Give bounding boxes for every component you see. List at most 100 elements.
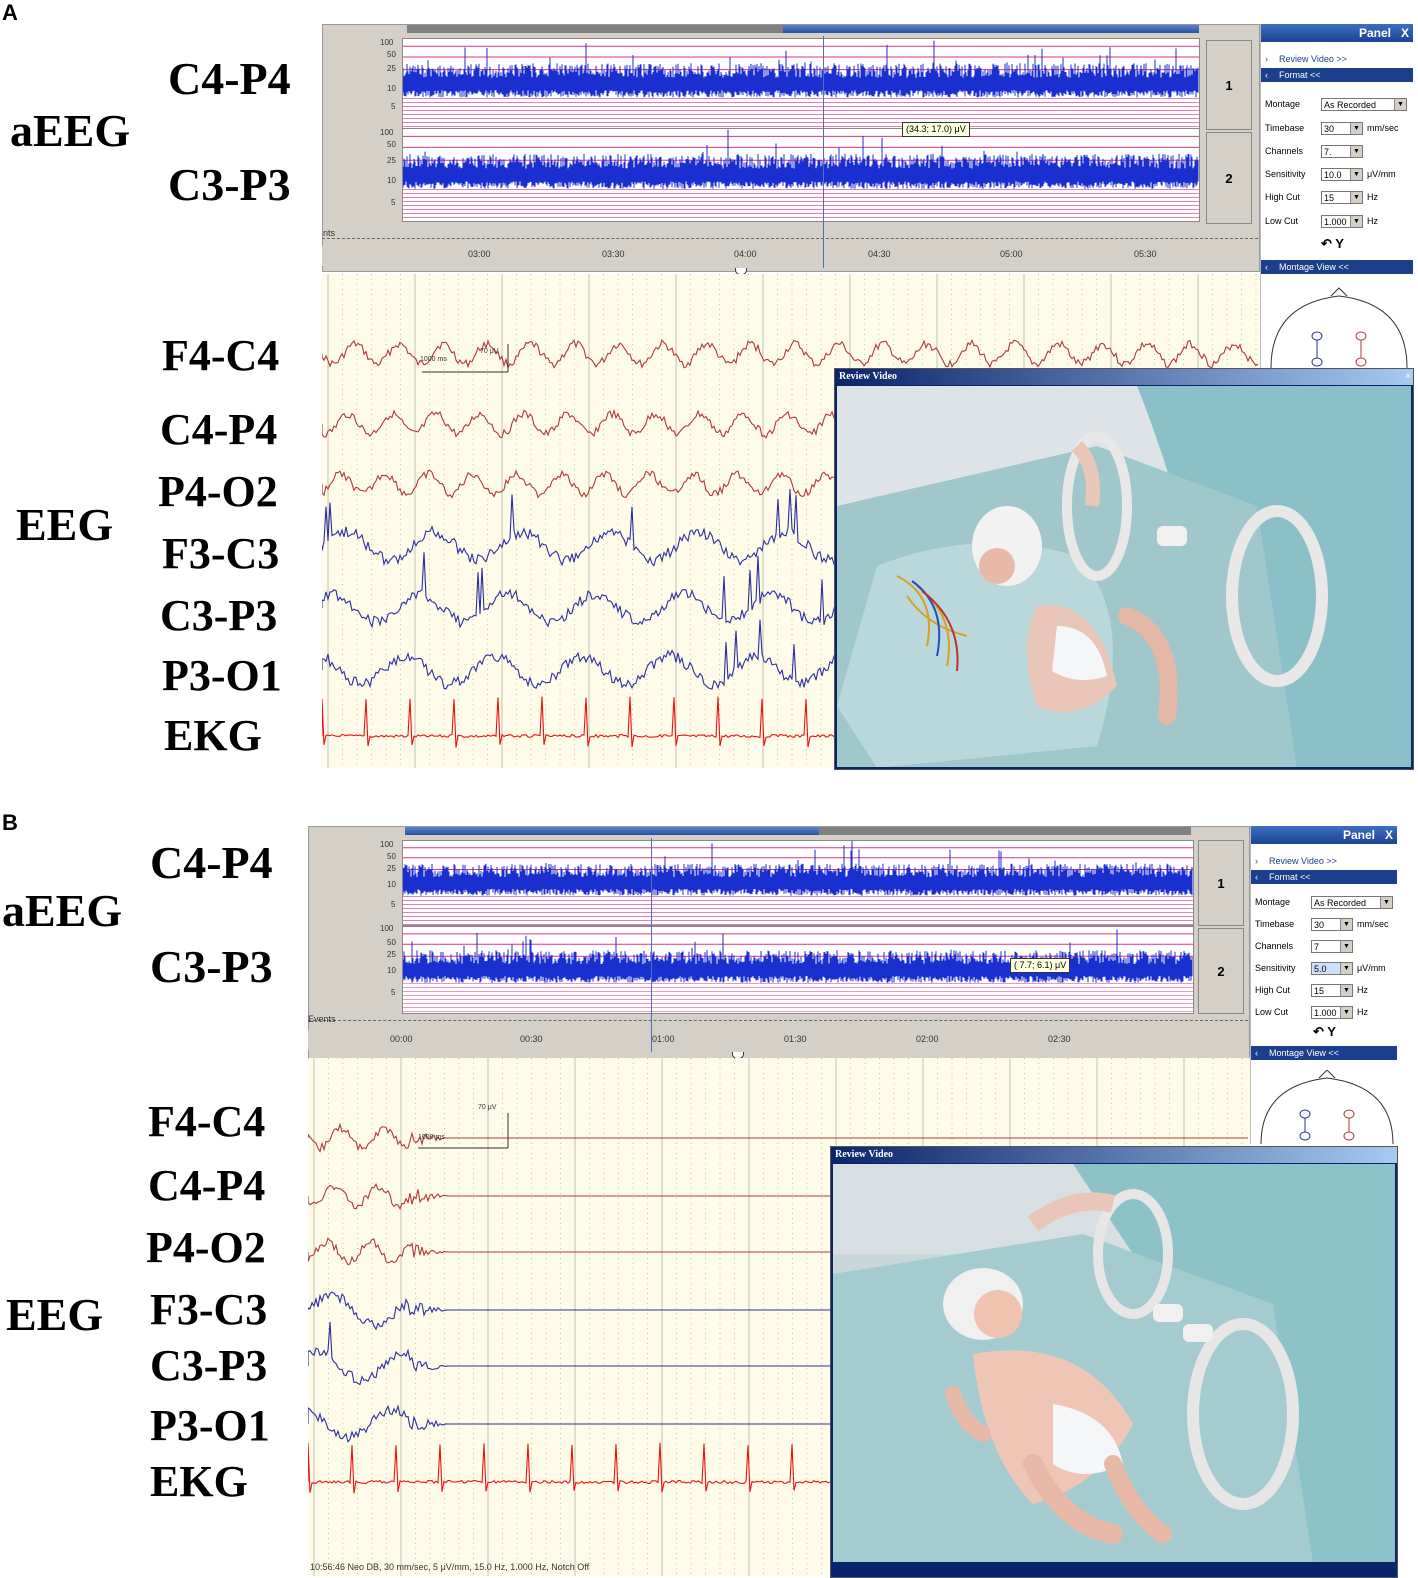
format-section[interactable]: ‹ Format <<	[1261, 68, 1413, 82]
sensitivity-select[interactable]: 5.0 ▼	[1311, 962, 1353, 976]
scale-tick: 10	[387, 84, 396, 93]
time-axis	[322, 246, 1258, 266]
timebase-select[interactable]: 30 ▼	[1321, 122, 1363, 136]
format-row-montage: Montage As Recorded ▼	[1265, 96, 1407, 112]
channels-select[interactable]: 7 ▼	[1311, 940, 1353, 954]
video-frame	[833, 1164, 1395, 1563]
format-row-low-cut: Low Cut 1.000 ▼ Hz	[1255, 1006, 1368, 1020]
montage-view-section[interactable]: ‹ Montage View <<	[1251, 1046, 1397, 1060]
trend-scrollbar-track[interactable]	[819, 827, 1191, 835]
format-row-montage: Montage As Recorded ▼	[1255, 894, 1393, 910]
time-axis	[308, 1030, 1248, 1050]
format-row-channels: Channels 7. ▼	[1265, 143, 1363, 159]
trend-scrollbar-thumb[interactable]	[783, 25, 1199, 33]
scale-tick: 25	[387, 950, 396, 959]
format-row-channels: Channels 7 ▼	[1255, 938, 1353, 954]
aeeg-trend-strip-1	[402, 840, 1194, 926]
undo-icon[interactable]: ↶ Y	[1313, 1024, 1336, 1039]
eeg-channel-label: EKG	[164, 711, 262, 760]
scale-tick: 10	[387, 966, 396, 975]
review-video-section[interactable]: › Review Video >>	[1265, 54, 1347, 64]
chevron-right-icon: ›	[1255, 856, 1258, 866]
scale-time-label: 1000 ms	[418, 1134, 445, 1141]
trend-cursor-line[interactable]	[823, 36, 824, 268]
time-tick: 02:30	[1048, 1034, 1071, 1044]
trend-channel-1-button[interactable]: 1	[1198, 840, 1244, 926]
scale-tick: 50	[387, 852, 396, 861]
scale-tick: 25	[387, 864, 396, 873]
chevron-left-icon: ‹	[1255, 1048, 1258, 1058]
video-title-bar: Review Video	[835, 369, 1413, 385]
trend-scrollbar-thumb[interactable]	[405, 827, 819, 835]
close-icon[interactable]: ×	[1405, 371, 1411, 382]
time-tick: 00:00	[390, 1034, 413, 1044]
format-section[interactable]: ‹ Format <<	[1251, 870, 1397, 884]
events-label: Events	[308, 1014, 336, 1024]
eeg-channel-label: F4-C4	[162, 331, 280, 380]
montage-select[interactable]: As Recorded ▼	[1311, 896, 1393, 910]
format-row-sensitivity: Sensitivity 10.0 ▼ μV/mm	[1265, 168, 1396, 182]
scale-tick: 5	[391, 988, 396, 997]
eeg-channel-label: F3-C3	[162, 529, 280, 578]
time-tick: 05:00	[1000, 249, 1023, 259]
time-tick: 01:00	[652, 1034, 675, 1044]
trend-cursor-line[interactable]	[651, 838, 652, 1052]
high-cut-select[interactable]: 15 ▼	[1321, 191, 1363, 205]
time-tick: 03:00	[468, 249, 491, 259]
scale-tick: 50	[387, 140, 396, 149]
montage-select[interactable]: As Recorded ▼	[1321, 98, 1407, 112]
chevron-left-icon: ‹	[1265, 70, 1268, 80]
trend-channel-label: C4-P4	[168, 53, 291, 104]
dropdown-arrow-icon: ▼	[1380, 897, 1392, 909]
eeg-channel-label: C4-P4	[160, 405, 278, 454]
chevron-left-icon: ‹	[1265, 262, 1268, 272]
scale-tick: 5	[391, 900, 396, 909]
aeeg-trace-c4p4	[403, 841, 1193, 925]
events-label: nts	[323, 228, 336, 238]
review-video-window[interactable]: Review Video	[830, 1146, 1398, 1578]
aeeg-trace-c3p3	[403, 129, 1199, 219]
video-title-bar: Review Video	[831, 1147, 1397, 1163]
review-video-section[interactable]: › Review Video >>	[1255, 856, 1337, 866]
close-icon[interactable]: X	[1400, 26, 1409, 40]
eeg-label: EEG	[6, 1289, 104, 1340]
low-cut-select[interactable]: 1.000 ▼	[1321, 215, 1363, 229]
trend-channel-2-button[interactable]: 2	[1198, 928, 1244, 1014]
scale-tick: 100	[380, 840, 394, 849]
eeg-channel-label: P3-O1	[162, 651, 282, 700]
sensitivity-select[interactable]: 10.0 ▼	[1321, 168, 1363, 182]
trend-channel-2-button[interactable]: 2	[1206, 132, 1252, 224]
trend-channel-label: C4-P4	[150, 837, 273, 888]
eeg-channel-label: P3-O1	[150, 1401, 270, 1450]
aeeg-trace-c3p3	[403, 929, 1193, 1013]
dropdown-arrow-icon: ▼	[1340, 985, 1352, 997]
panel-letter: A	[2, 0, 18, 25]
time-tick: 03:30	[602, 249, 625, 259]
trend-scrollbar-track[interactable]	[407, 25, 783, 33]
scale-tick: 10	[387, 880, 396, 889]
low-cut-select[interactable]: 1.000 ▼	[1311, 1006, 1353, 1020]
format-row-timebase: Timebase 30 ▼ mm/sec	[1265, 122, 1399, 136]
time-tick: 04:30	[868, 249, 891, 259]
scale-tick: 50	[387, 938, 396, 947]
timebase-select[interactable]: 30 ▼	[1311, 918, 1353, 932]
undo-icon[interactable]: ↶ Y	[1321, 236, 1344, 251]
dropdown-arrow-icon: ▼	[1350, 146, 1362, 158]
high-cut-select[interactable]: 15 ▼	[1311, 984, 1353, 998]
eeg-channel-label: C3-P3	[160, 591, 278, 640]
dropdown-arrow-icon: ▼	[1350, 192, 1362, 204]
aeeg-trend-strip-2	[402, 926, 1194, 1014]
time-tick: 05:30	[1134, 249, 1157, 259]
dropdown-arrow-icon: ▼	[1340, 963, 1352, 975]
trend-channel-label: C3-P3	[150, 941, 273, 992]
review-video-window[interactable]: Review Video ×	[834, 368, 1414, 770]
trend-channel-1-button[interactable]: 1	[1206, 40, 1252, 130]
cursor-value-tooltip: (34.3; 17.0) μV	[902, 122, 970, 137]
channels-select[interactable]: 7. ▼	[1321, 145, 1363, 159]
dropdown-arrow-icon: ▼	[1394, 99, 1406, 111]
scale-tick: 100	[380, 128, 394, 137]
close-icon[interactable]: X	[1384, 828, 1393, 842]
head-montage-diagram	[1260, 1070, 1394, 1144]
montage-view-section[interactable]: ‹ Montage View <<	[1261, 260, 1413, 274]
dropdown-arrow-icon: ▼	[1340, 1007, 1352, 1019]
